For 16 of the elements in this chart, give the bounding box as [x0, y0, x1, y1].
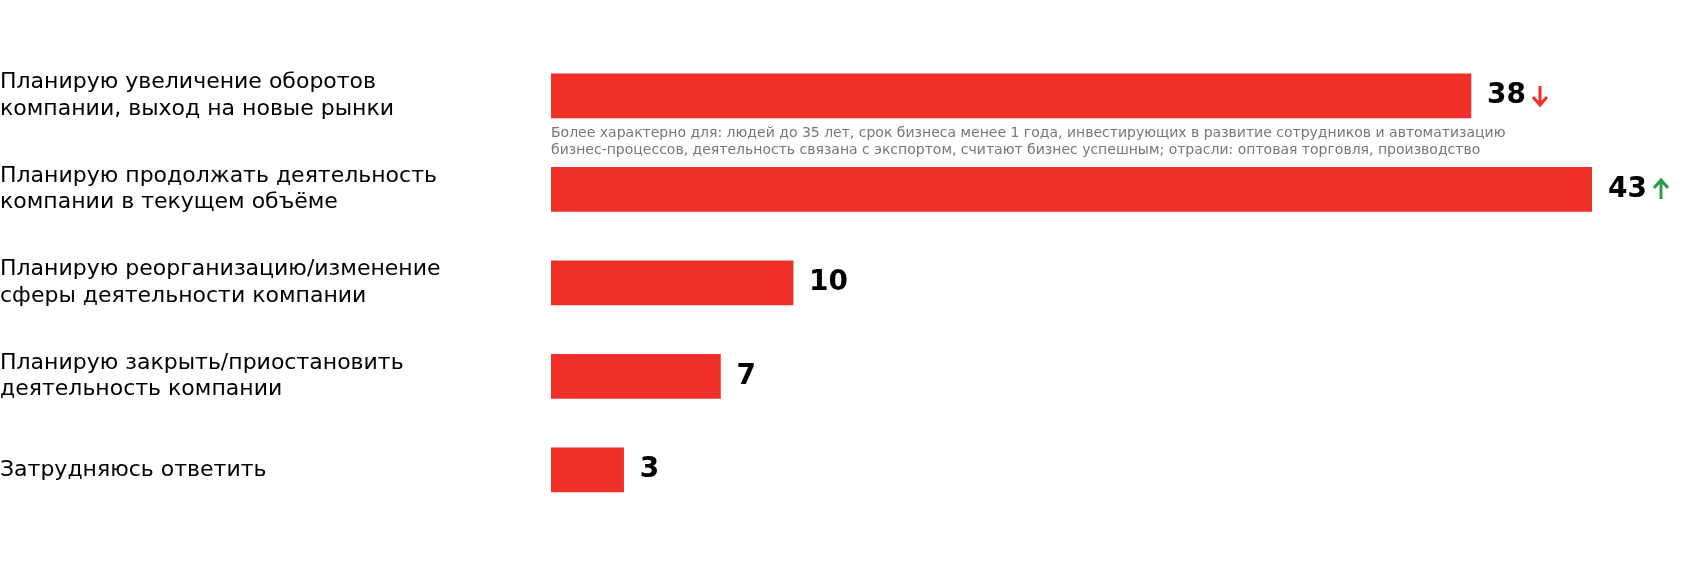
annotation: Более характерно для: людей до 35 лет, срок бизнеса менее 1 года, инвестирующих в развитие сотрудников и автоматизацию бизнес-процессов, деятельность связана с экспортом, считают бизнес успешным; отрасли: оптовая торговля, производство [551, 123, 1506, 157]
y-tick-label: Планирую увеличение оборотов компании, выход на новые рынки [0, 68, 395, 120]
data-label: 7 [736, 357, 756, 391]
data-label: 10 [809, 264, 849, 298]
data-label: 3 [639, 451, 660, 485]
bar [551, 260, 794, 306]
bar [551, 354, 721, 399]
bar [551, 73, 1472, 119]
bar [551, 167, 1592, 212]
y-tick-label: Планирую продолжать деятельность компании в текущем объёме [0, 161, 437, 214]
data-label: 43 [1608, 170, 1647, 204]
y-tick-label: Планирую реорганизацию/изменение сферы деятельности компании [0, 255, 441, 307]
y-tick-label: Затрудняюсь ответить [0, 455, 267, 481]
bar [551, 447, 624, 493]
data-label: 38 [1486, 77, 1526, 111]
y-tick-label: Планирую закрыть/приостановить деятельность компании [0, 348, 404, 401]
